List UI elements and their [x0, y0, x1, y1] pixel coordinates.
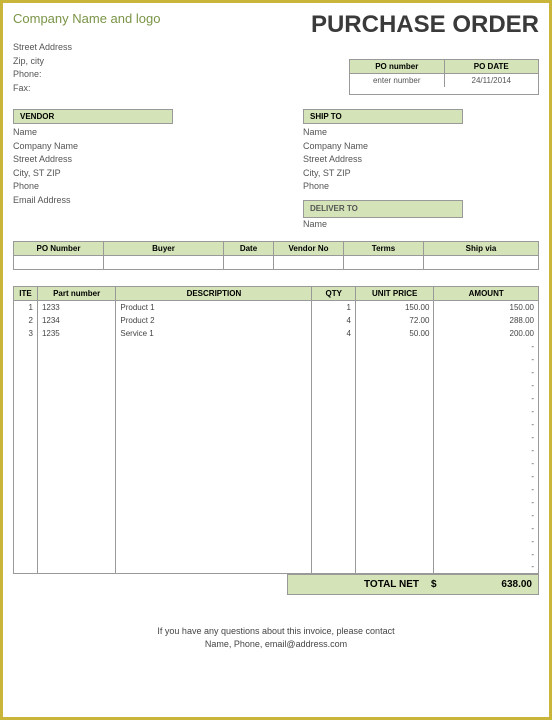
total-symbol: $ — [425, 574, 475, 595]
vendor-header: VENDOR — [13, 109, 173, 124]
shipto-name: Name — [303, 126, 539, 140]
po-date-label: PO DATE — [445, 60, 539, 73]
shipto-city: City, ST ZIP — [303, 167, 539, 181]
shipto-phone: Phone — [303, 180, 539, 194]
total-label: TOTAL NET — [287, 574, 425, 595]
total-row: TOTAL NET $ 638.00 — [13, 574, 539, 595]
footer-line1: If you have any questions about this inv… — [13, 625, 539, 638]
table-row: - — [14, 405, 539, 418]
table-row: - — [14, 340, 539, 353]
deliverto-name: Name — [303, 218, 539, 232]
col-ite: ITE — [14, 287, 38, 301]
vendor-street: Street Address — [13, 153, 303, 167]
table-row: - — [14, 431, 539, 444]
table-row: - — [14, 535, 539, 548]
po-date-value[interactable]: 24/11/2014 — [445, 74, 539, 87]
order-info-row[interactable] — [14, 256, 539, 270]
company-zip-city: Zip, city — [13, 55, 349, 69]
col-price: UNIT PRICE — [355, 287, 433, 301]
col-date: Date — [224, 242, 274, 256]
table-row: - — [14, 483, 539, 496]
table-row: - — [14, 509, 539, 522]
vendor-name: Name — [13, 126, 303, 140]
deliverto-header: DELIVER TO — [303, 200, 463, 218]
items-table: ITE Part number DESCRIPTION QTY UNIT PRI… — [13, 286, 539, 574]
table-row: - — [14, 561, 539, 574]
order-info-table: PO Number Buyer Date Vendor No Terms Shi… — [13, 241, 539, 270]
vendor-phone: Phone — [13, 180, 303, 194]
vendor-company: Company Name — [13, 140, 303, 154]
table-row: 1 1233 Product 1 1 150.00 150.00 — [14, 301, 539, 314]
company-name: Company Name and logo — [13, 11, 160, 26]
vendor-block: Name Company Name Street Address City, S… — [13, 126, 303, 231]
page: Company Name and logo PURCHASE ORDER Str… — [0, 0, 552, 720]
col-po-number: PO Number — [14, 242, 104, 256]
table-row: - — [14, 457, 539, 470]
table-row: - — [14, 379, 539, 392]
vendor-city: City, ST ZIP — [13, 167, 303, 181]
address-columns: Name Company Name Street Address City, S… — [13, 124, 539, 231]
shipto-block: Name Company Name Street Address City, S… — [303, 126, 539, 231]
document-title: PURCHASE ORDER — [311, 11, 539, 39]
col-amount: AMOUNT — [434, 287, 539, 301]
col-terms: Terms — [344, 242, 424, 256]
po-info-box: PO number PO DATE enter number 24/11/201… — [349, 59, 539, 95]
table-row: - — [14, 548, 539, 561]
address-section-headers: VENDOR SHIP TO — [13, 109, 539, 124]
header-row: Company Name and logo PURCHASE ORDER — [13, 11, 539, 39]
col-qty: QTY — [312, 287, 356, 301]
company-street: Street Address — [13, 41, 349, 55]
table-row: - — [14, 392, 539, 405]
table-row: - — [14, 496, 539, 509]
po-number-label: PO number — [350, 60, 445, 73]
shipto-street: Street Address — [303, 153, 539, 167]
company-address-block: Street Address Zip, city Phone: Fax: — [13, 41, 349, 95]
footer-line2: Name, Phone, email@address.com — [13, 638, 539, 651]
col-ship-via: Ship via — [424, 242, 539, 256]
po-number-value[interactable]: enter number — [350, 74, 445, 87]
col-vendor-no: Vendor No — [274, 242, 344, 256]
col-part: Part number — [37, 287, 115, 301]
footer-text: If you have any questions about this inv… — [13, 625, 539, 650]
shipto-company: Company Name — [303, 140, 539, 154]
col-desc: DESCRIPTION — [116, 287, 312, 301]
table-row: 3 1235 Service 1 4 50.00 200.00 — [14, 327, 539, 340]
table-row: - — [14, 353, 539, 366]
company-fax: Fax: — [13, 82, 349, 96]
table-row: - — [14, 522, 539, 535]
table-row: 2 1234 Product 2 4 72.00 288.00 — [14, 314, 539, 327]
table-row: - — [14, 366, 539, 379]
total-value: 638.00 — [475, 574, 539, 595]
table-row: - — [14, 470, 539, 483]
vendor-email: Email Address — [13, 194, 303, 208]
company-phone: Phone: — [13, 68, 349, 82]
table-row: - — [14, 444, 539, 457]
top-block: Street Address Zip, city Phone: Fax: PO … — [13, 41, 539, 95]
shipto-header: SHIP TO — [303, 109, 463, 124]
table-row: - — [14, 418, 539, 431]
col-buyer: Buyer — [104, 242, 224, 256]
